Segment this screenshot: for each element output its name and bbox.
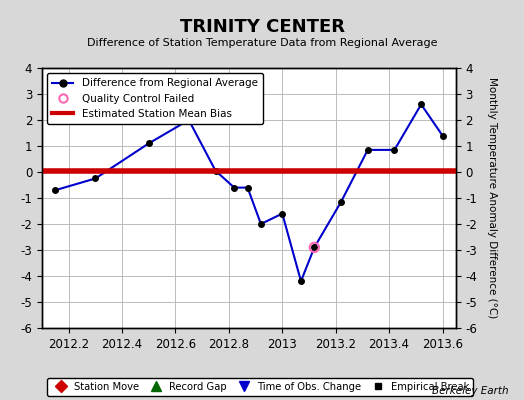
Text: Berkeley Earth: Berkeley Earth xyxy=(432,386,508,396)
Point xyxy=(310,244,319,250)
Y-axis label: Monthly Temperature Anomaly Difference (°C): Monthly Temperature Anomaly Difference (… xyxy=(487,77,497,319)
Text: Difference of Station Temperature Data from Regional Average: Difference of Station Temperature Data f… xyxy=(87,38,437,48)
Text: TRINITY CENTER: TRINITY CENTER xyxy=(180,18,344,36)
Legend: Station Move, Record Gap, Time of Obs. Change, Empirical Break: Station Move, Record Gap, Time of Obs. C… xyxy=(47,378,473,396)
